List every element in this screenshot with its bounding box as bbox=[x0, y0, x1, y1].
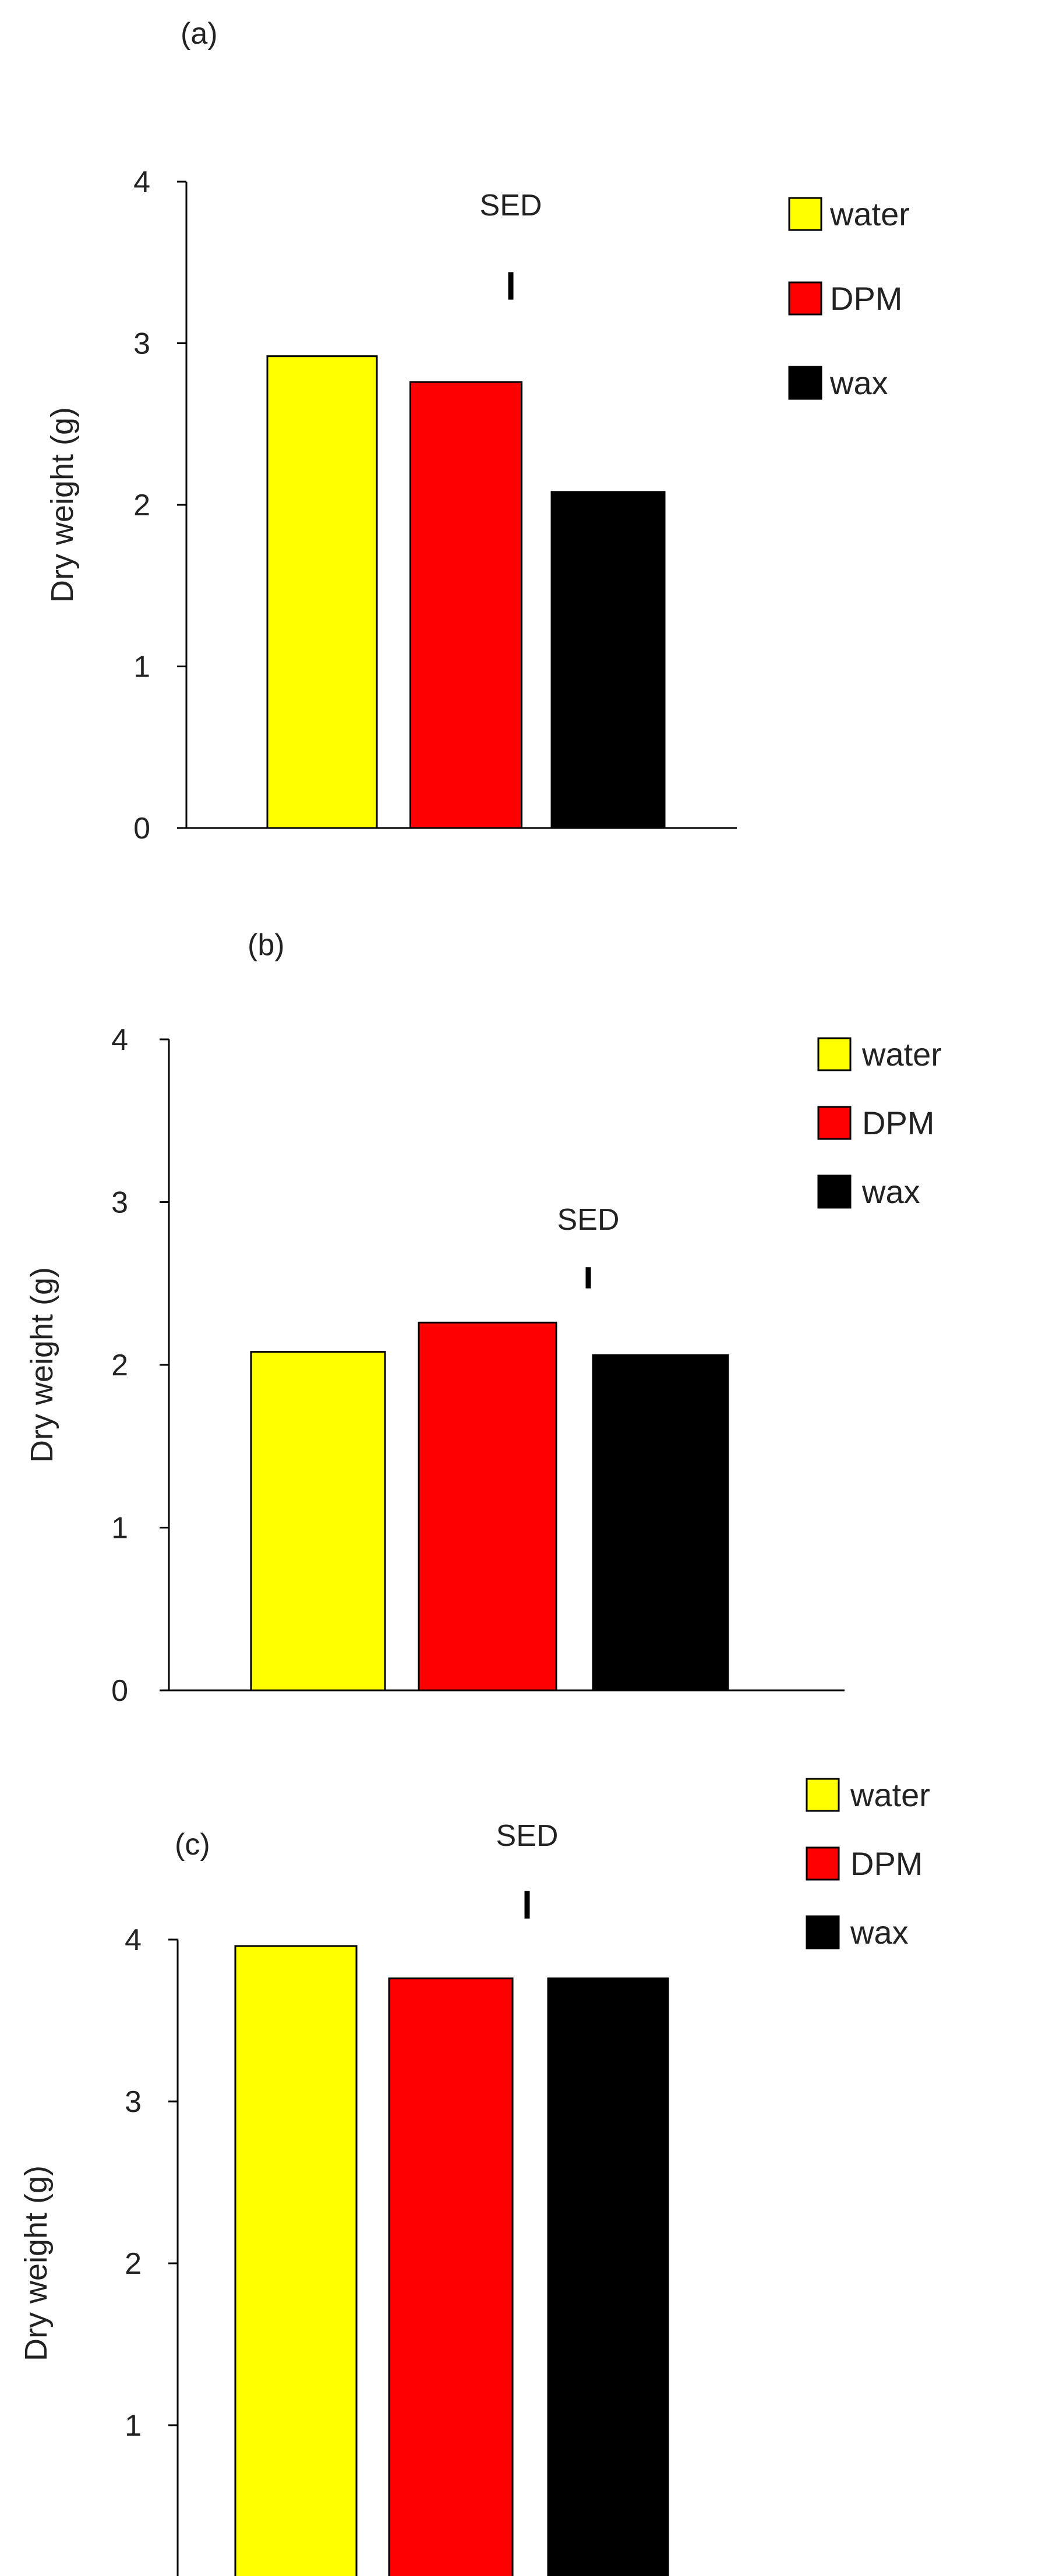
y-tick-label: 2 bbox=[111, 1349, 128, 1382]
legend-label-water: water bbox=[861, 1036, 942, 1073]
y-tick-label: 0 bbox=[133, 812, 150, 845]
legend-label-water: water bbox=[829, 196, 910, 232]
legend-swatch-water bbox=[817, 1037, 852, 1071]
y-tick-label: 4 bbox=[133, 165, 150, 199]
y-tick-label: 4 bbox=[125, 1923, 142, 1957]
chart-panel-2: (b) Dry weight (g) 0 1 2 3 4 SED water DPM wax bbox=[24, 928, 942, 1708]
y-tick-label: 2 bbox=[133, 489, 150, 522]
y-tick-label: 2 bbox=[125, 2247, 142, 2281]
panel-label: (a) bbox=[181, 17, 218, 51]
legend-swatch-wax bbox=[806, 1915, 840, 1949]
y-axis-label: Dry weight (g) bbox=[45, 407, 80, 603]
y-axis-label: Dry weight (g) bbox=[24, 1267, 59, 1463]
legend: water DPM wax bbox=[806, 1777, 930, 1951]
legend-label-water: water bbox=[850, 1777, 930, 1813]
legend: water DPM wax bbox=[817, 1036, 942, 1210]
y-tick-label: 0 bbox=[111, 1674, 128, 1708]
legend-swatch-wax bbox=[788, 366, 822, 400]
bar-wax bbox=[547, 1977, 669, 2576]
chart-panel-3: (c) Dry weight (g) 0 1 2 3 4 SED water DPM wax bbox=[19, 1777, 930, 2576]
y-tick-label: 0 bbox=[125, 2571, 142, 2576]
y-tick-label: 3 bbox=[125, 2085, 142, 2119]
sed-label: SED bbox=[480, 189, 542, 222]
legend-label-dpm: DPM bbox=[850, 1845, 923, 1882]
legend-swatch-dpm bbox=[817, 1106, 852, 1140]
y-tick-label: 3 bbox=[133, 327, 150, 361]
legend-swatch-water bbox=[788, 197, 822, 231]
legend-swatch-water bbox=[806, 1778, 840, 1812]
bar-dpm bbox=[409, 381, 522, 829]
legend-label-dpm: DPM bbox=[830, 280, 902, 317]
legend-label-wax: wax bbox=[861, 1173, 920, 1210]
y-tick-label: 3 bbox=[111, 1186, 128, 1220]
bar-dpm bbox=[388, 1977, 514, 2576]
legend-swatch-wax bbox=[817, 1174, 852, 1209]
bar-water bbox=[266, 355, 378, 829]
legend-label-dpm: DPM bbox=[862, 1105, 934, 1141]
bar-water bbox=[250, 1351, 386, 1692]
legend: water DPM wax bbox=[788, 196, 910, 401]
legend-label-wax: wax bbox=[850, 1914, 909, 1951]
bar-wax bbox=[550, 491, 666, 829]
bar-dpm bbox=[418, 1321, 557, 1692]
sed-label: SED bbox=[557, 1203, 620, 1237]
y-tick-label: 1 bbox=[111, 1512, 128, 1545]
legend-swatch-dpm bbox=[806, 1846, 840, 1881]
legend-swatch-dpm bbox=[788, 281, 822, 316]
y-tick-label: 1 bbox=[133, 650, 150, 684]
legend-label-wax: wax bbox=[829, 365, 888, 401]
bar-water bbox=[234, 1945, 358, 2576]
y-tick-label: 1 bbox=[125, 2409, 142, 2443]
bar-wax bbox=[592, 1354, 729, 1692]
y-axis-label: Dry weight (g) bbox=[19, 2165, 54, 2361]
chart-panel-1: (a) Dry weight (g) 0 1 2 3 4 SED water DPM wax bbox=[45, 17, 910, 845]
sed-label: SED bbox=[496, 1819, 559, 1853]
panel-label: (c) bbox=[175, 1828, 210, 1862]
panel-label: (b) bbox=[248, 928, 285, 962]
y-tick-label: 4 bbox=[111, 1023, 128, 1057]
